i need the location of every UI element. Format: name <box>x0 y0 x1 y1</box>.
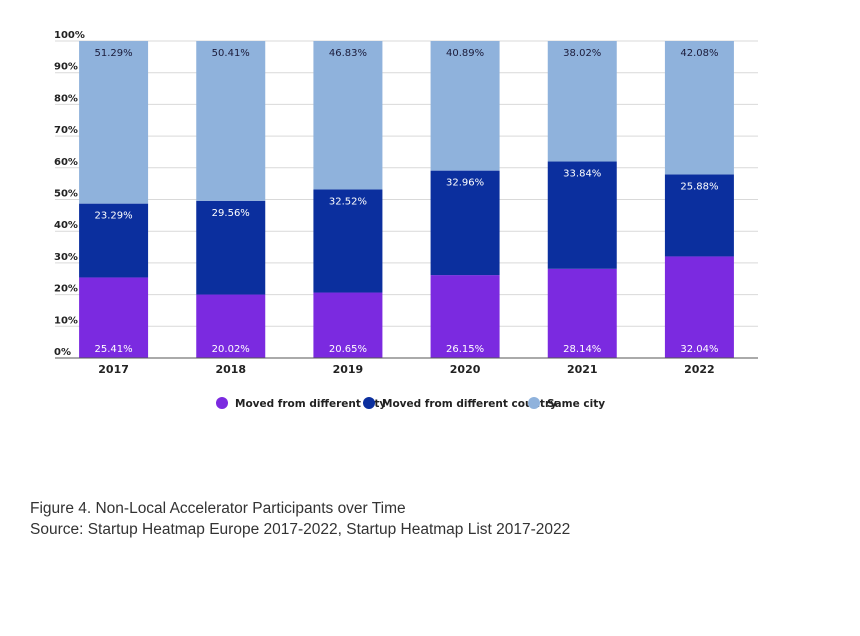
bar-segment <box>430 170 500 276</box>
y-tick-label: 40% <box>54 220 78 231</box>
x-tick-label: 2019 <box>333 363 364 376</box>
data-label: 25.88% <box>680 181 718 192</box>
y-tick-label: 10% <box>54 315 78 326</box>
figure-title: Figure 4. Non-Local Accelerator Particip… <box>30 500 406 517</box>
y-tick-label: 0% <box>54 347 71 358</box>
bar-segment <box>430 41 500 171</box>
bar-segment <box>547 41 617 162</box>
bar-segment <box>79 203 149 278</box>
y-tick-label: 20% <box>54 284 78 295</box>
figure-source: Source: Startup Heatmap Europe 2017-2022… <box>30 521 571 538</box>
data-label: 51.29% <box>95 48 133 59</box>
bar-segment <box>664 41 734 175</box>
data-label: 38.02% <box>563 48 601 59</box>
bar-segment <box>196 200 266 295</box>
legend-label: Moved from different city <box>235 398 386 410</box>
y-tick-label: 50% <box>54 189 78 200</box>
figure-caption: Figure 4. Non-Local Accelerator Particip… <box>30 498 570 540</box>
bar-segment <box>79 41 149 204</box>
legend-label: Same city <box>547 398 605 410</box>
x-tick-label: 2017 <box>98 363 129 376</box>
bar-segment <box>664 256 734 358</box>
x-tick-label: 2022 <box>684 363 715 376</box>
stacked-bar-chart: 0% 10% 20% 30% 40% 50% 60% 70% 80% 90% 100% 25.41% 2… <box>54 30 758 410</box>
data-label: 32.52% <box>329 196 367 207</box>
y-tick-label: 90% <box>54 62 78 73</box>
data-label: 26.15% <box>446 344 484 355</box>
bar-segment <box>79 277 149 358</box>
data-label: 20.02% <box>212 344 250 355</box>
data-label: 42.08% <box>680 48 718 59</box>
y-tick-label: 60% <box>54 157 78 168</box>
y-tick-label: 70% <box>54 125 78 136</box>
x-tick-label: 2018 <box>215 363 246 376</box>
bar-segment <box>430 275 500 358</box>
data-label: 25.41% <box>95 344 133 355</box>
bar-segment <box>196 41 266 201</box>
bar-segment <box>664 174 734 257</box>
y-tick-label: 100% <box>54 30 85 41</box>
x-tick-label: 2021 <box>567 363 598 376</box>
data-label: 40.89% <box>446 48 484 59</box>
data-label: 32.96% <box>446 178 484 189</box>
data-label: 32.04% <box>680 344 718 355</box>
legend-marker <box>528 397 540 409</box>
bar-segment <box>313 292 383 358</box>
x-tick-label: 2020 <box>450 363 481 376</box>
y-tick-label: 80% <box>54 93 78 104</box>
data-label: 23.29% <box>95 211 133 222</box>
bar-segment <box>547 268 617 358</box>
bar-segment <box>196 294 266 358</box>
data-label: 20.65% <box>329 344 367 355</box>
data-label: 33.84% <box>563 169 601 180</box>
data-label: 28.14% <box>563 344 601 355</box>
data-label: 46.83% <box>329 48 367 59</box>
bar-segment <box>547 161 617 269</box>
legend-marker <box>216 397 228 409</box>
data-label: 50.41% <box>212 48 250 59</box>
data-label: 29.56% <box>212 208 250 219</box>
legend-label: Moved from different country <box>382 398 557 410</box>
y-tick-label: 30% <box>54 252 78 263</box>
legend-marker <box>363 397 375 409</box>
bar-segment <box>313 189 383 293</box>
bar-segment <box>313 41 383 190</box>
